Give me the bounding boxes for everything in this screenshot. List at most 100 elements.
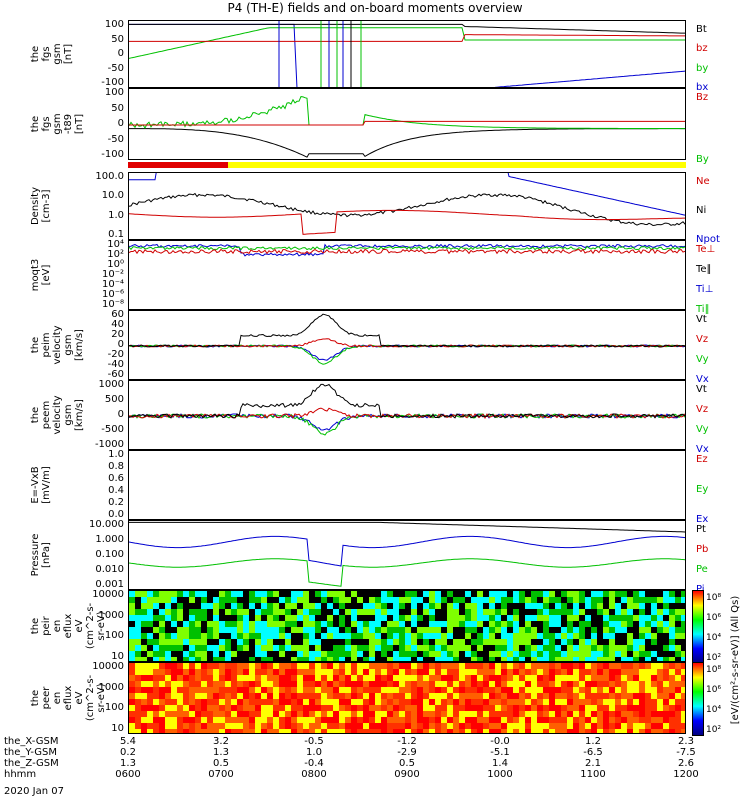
heatmap-cell [219, 627, 225, 633]
heatmap-cell [495, 687, 501, 693]
heatmap-cell [231, 705, 237, 711]
heatmap-cell [303, 657, 309, 661]
heatmap-cell [471, 717, 477, 723]
heatmap-cell [399, 699, 405, 705]
heatmap-cell [585, 693, 591, 699]
heatmap-cell [129, 675, 135, 681]
heatmap-cell [483, 633, 489, 639]
heatmap-cell [585, 663, 591, 669]
heatmap-cell [651, 651, 657, 657]
heatmap-cell [351, 681, 357, 687]
heatmap-cell [411, 633, 417, 639]
plot-peer [129, 663, 685, 733]
heatmap-cell [225, 621, 231, 627]
heatmap-cell [165, 693, 171, 699]
heatmap-cell [351, 627, 357, 633]
heatmap-cell [351, 663, 357, 669]
heatmap-cell [207, 717, 213, 723]
heatmap-cell [465, 633, 471, 639]
heatmap-cell [135, 633, 141, 639]
y-tick-label: -1000 [94, 439, 124, 450]
heatmap-cell [171, 627, 177, 633]
heatmap-cell [237, 729, 243, 733]
heatmap-cell [195, 687, 201, 693]
heatmap-cell [297, 717, 303, 723]
heatmap-cell [633, 615, 639, 621]
heatmap-cell [615, 621, 621, 627]
heatmap-cell [165, 615, 171, 621]
heatmap-cell [351, 705, 357, 711]
series-bz [129, 34, 685, 42]
heatmap-cell [543, 693, 549, 699]
heatmap-cell [177, 663, 183, 669]
heatmap-cell [663, 681, 669, 687]
heatmap-cell [447, 663, 453, 669]
footer-value: 0600 [115, 769, 141, 780]
heatmap-cell [273, 687, 279, 693]
heatmap-cell [195, 633, 201, 639]
heatmap-cell [417, 645, 423, 651]
heatmap-cell [645, 615, 651, 621]
heatmap-cell [333, 609, 339, 615]
heatmap-cell [471, 705, 477, 711]
heatmap-cell [501, 597, 507, 603]
heatmap-cell [483, 705, 489, 711]
colorbar-tick: 10⁴ [706, 633, 722, 643]
heatmap-cell [423, 663, 429, 669]
legend-Ne: Ne [696, 176, 710, 187]
heatmap-cell [165, 681, 171, 687]
heatmap-cell [225, 711, 231, 717]
heatmap-cell [603, 597, 609, 603]
heatmap-cell [435, 699, 441, 705]
heatmap-cell [495, 693, 501, 699]
heatmap-cell [453, 675, 459, 681]
heatmap-cell [483, 675, 489, 681]
heatmap-cell [309, 633, 315, 639]
y-tick-label: 10.000 [89, 519, 124, 530]
heatmap-cell [273, 693, 279, 699]
heatmap-cell [243, 627, 249, 633]
heatmap-cell [459, 615, 465, 621]
heatmap-cell [273, 663, 279, 669]
heatmap-cell [387, 603, 393, 609]
heatmap-cell [357, 603, 363, 609]
heatmap-cell [357, 621, 363, 627]
heatmap-cell [339, 711, 345, 717]
heatmap-cell [429, 639, 435, 645]
heatmap-cell [399, 651, 405, 657]
heatmap-cell [327, 687, 333, 693]
heatmap-cell [375, 711, 381, 717]
heatmap-cell [369, 693, 375, 699]
heatmap-cell [387, 639, 393, 645]
heatmap-cell [225, 681, 231, 687]
heatmap-cell [645, 723, 651, 729]
heatmap-cell [303, 717, 309, 723]
heatmap-cell [273, 729, 279, 733]
heatmap-cell [513, 627, 519, 633]
heatmap-cell [207, 603, 213, 609]
heatmap-cell [369, 723, 375, 729]
y-axis-label: the peim velocity gsm [km/s] [30, 325, 85, 365]
heatmap-cell [501, 717, 507, 723]
y-tick-label: 0 [117, 118, 124, 129]
heatmap-cell [273, 681, 279, 687]
heatmap-cell [345, 687, 351, 693]
heatmap-cell [489, 651, 495, 657]
heatmap-cell [351, 687, 357, 693]
heatmap-cell [207, 663, 213, 669]
heatmap-cell [627, 633, 633, 639]
heatmap-cell [261, 663, 267, 669]
heatmap-cell [471, 645, 477, 651]
heatmap-cell [387, 657, 393, 661]
heatmap-cell [225, 603, 231, 609]
y-tick-label: 10.0 [101, 190, 124, 202]
heatmap-cell [423, 717, 429, 723]
heatmap-cell [657, 597, 663, 603]
heatmap-cell [615, 615, 621, 621]
heatmap-cell [345, 603, 351, 609]
heatmap-cell [255, 729, 261, 733]
heatmap-cell [195, 669, 201, 675]
heatmap-cell [603, 639, 609, 645]
heatmap-cell [513, 609, 519, 615]
heatmap-cell [669, 675, 675, 681]
